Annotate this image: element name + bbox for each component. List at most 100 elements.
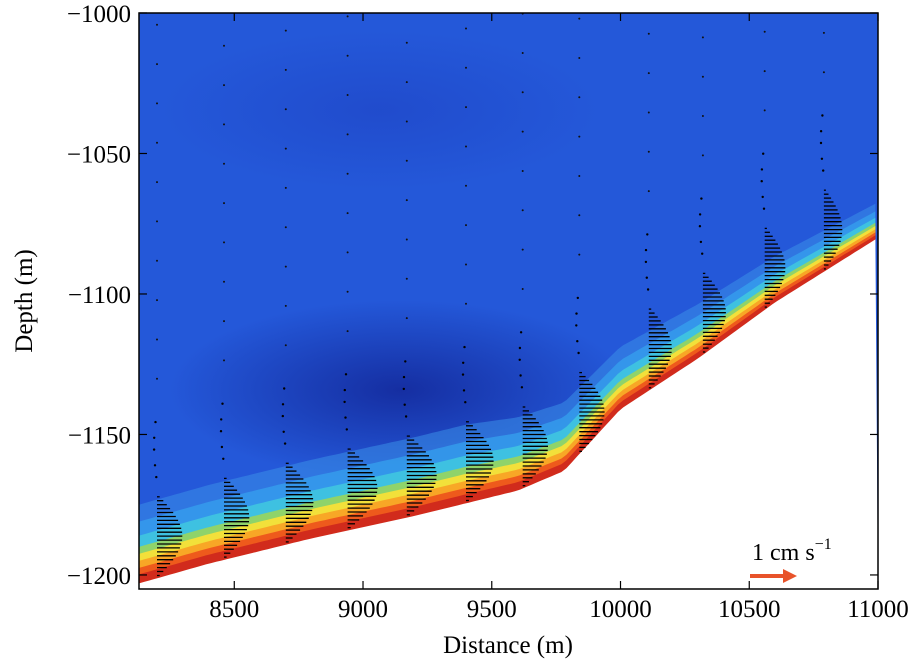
x-axis-label: Distance (m) bbox=[443, 632, 573, 659]
velocity-point bbox=[645, 276, 648, 279]
velocity-point bbox=[156, 377, 158, 380]
velocity-profile-5 bbox=[461, 27, 494, 502]
velocity-point bbox=[521, 248, 524, 251]
velocity-profile-1 bbox=[219, 44, 250, 558]
velocity-point bbox=[575, 312, 578, 315]
velocity-point bbox=[760, 180, 763, 183]
velocity-point bbox=[282, 430, 285, 433]
velocity-point bbox=[761, 195, 764, 199]
velocity-point bbox=[519, 331, 523, 334]
velocity-point bbox=[281, 403, 285, 406]
velocity-point bbox=[578, 214, 581, 217]
velocity-point bbox=[405, 317, 408, 320]
velocity-profile-2 bbox=[281, 29, 314, 543]
velocity-point bbox=[701, 75, 704, 78]
x-tick-label: 11000 bbox=[847, 596, 909, 623]
velocity-point bbox=[223, 162, 225, 165]
velocity-point bbox=[822, 71, 825, 74]
velocity-point bbox=[700, 197, 703, 200]
velocity-point bbox=[576, 340, 579, 343]
seabed-mask bbox=[139, 239, 878, 589]
velocity-point bbox=[819, 130, 823, 133]
velocity-point bbox=[284, 186, 287, 189]
velocity-point bbox=[223, 123, 225, 126]
velocity-point bbox=[461, 373, 465, 376]
velocity-point bbox=[281, 414, 284, 418]
velocity-point bbox=[518, 358, 521, 361]
y-tick-label: −1150 bbox=[68, 422, 131, 449]
current-band-2 bbox=[139, 217, 876, 587]
velocity-point bbox=[699, 240, 703, 244]
velocity-point bbox=[644, 248, 648, 252]
velocity-point bbox=[405, 41, 408, 44]
velocity-point bbox=[223, 202, 225, 205]
y-tick-label: −1200 bbox=[67, 563, 131, 590]
velocity-point bbox=[156, 63, 158, 66]
velocity-point bbox=[346, 330, 349, 333]
x-axis: 8500 9000 9500 10000 10500 11000 bbox=[209, 13, 909, 623]
scale-arrow-unit: 1 cm s bbox=[752, 540, 815, 566]
plot-frame bbox=[138, 12, 879, 590]
velocity-point bbox=[283, 387, 286, 390]
velocity-point bbox=[465, 263, 467, 266]
velocity-point bbox=[155, 475, 158, 479]
velocity-point bbox=[284, 344, 287, 347]
velocity-point bbox=[404, 415, 408, 418]
velocity-point bbox=[521, 170, 524, 172]
velocity-point bbox=[223, 241, 225, 244]
velocity-point bbox=[578, 175, 581, 177]
velocity-point bbox=[521, 130, 524, 133]
velocity-point bbox=[465, 66, 467, 69]
velocity-point bbox=[404, 360, 407, 363]
velocity-point bbox=[465, 302, 467, 305]
velocity-point bbox=[284, 265, 287, 268]
velocity-point bbox=[344, 416, 347, 419]
velocity-point bbox=[518, 346, 522, 350]
velocity-point bbox=[701, 36, 704, 39]
x-tick-label: 8500 bbox=[209, 596, 259, 623]
velocity-point bbox=[819, 141, 823, 145]
velocity-point bbox=[701, 154, 704, 157]
velocity-point bbox=[284, 68, 287, 71]
velocity-point bbox=[646, 288, 650, 291]
velocity-point bbox=[223, 280, 225, 283]
velocity-point bbox=[520, 386, 524, 389]
velocity-point bbox=[763, 70, 766, 73]
velocity-point bbox=[463, 345, 466, 349]
velocity-point bbox=[223, 359, 225, 362]
velocity-point bbox=[343, 400, 346, 404]
x-tick-label: 9500 bbox=[467, 596, 517, 623]
velocity-point bbox=[521, 288, 524, 290]
velocity-point bbox=[284, 108, 287, 111]
velocity-profile-3 bbox=[343, 15, 378, 529]
velocity-point bbox=[647, 111, 650, 114]
velocity-point bbox=[521, 209, 524, 212]
velocity-point bbox=[820, 157, 824, 160]
scale-arrow-head bbox=[783, 569, 797, 583]
y-tick-label: −1000 bbox=[67, 1, 131, 28]
velocity-point bbox=[344, 373, 348, 376]
velocity-point bbox=[283, 442, 287, 445]
velocity-profile-10 bbox=[760, 30, 786, 308]
velocity-point bbox=[402, 375, 406, 379]
velocity-point bbox=[223, 84, 225, 87]
velocity-point bbox=[284, 304, 287, 307]
velocity-point bbox=[521, 52, 524, 54]
velocity-point bbox=[156, 141, 158, 144]
velocity-profile-0 bbox=[152, 23, 183, 577]
velocity-point bbox=[343, 388, 346, 392]
velocity-point bbox=[578, 253, 581, 256]
velocity-point bbox=[221, 402, 224, 405]
velocity-point bbox=[465, 27, 467, 30]
velocity-point bbox=[760, 168, 764, 171]
y-axis: −1000 −1050 −1100 −1150 −1200 bbox=[67, 1, 878, 590]
velocity-point bbox=[156, 220, 158, 223]
velocity-profile-8 bbox=[644, 32, 672, 389]
velocity-point bbox=[152, 448, 156, 451]
x-tick-label: 9000 bbox=[338, 596, 388, 623]
velocity-point bbox=[763, 109, 766, 112]
velocity-point bbox=[698, 213, 702, 216]
velocity-point bbox=[405, 159, 408, 162]
velocity-point bbox=[346, 251, 349, 254]
scale-arrow-label: 1 cm s−1 bbox=[752, 536, 832, 566]
